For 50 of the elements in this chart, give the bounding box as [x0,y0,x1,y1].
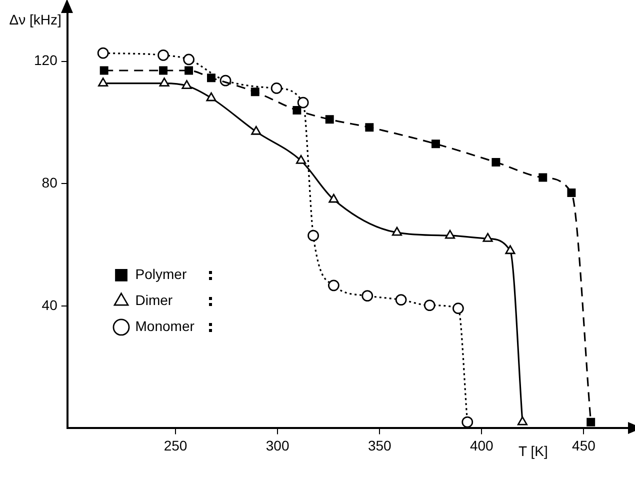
x-tick-label: 400 [470,437,494,454]
point [365,123,374,132]
point [395,294,407,306]
point [482,232,493,242]
point [586,418,596,426]
x-tick-label: 300 [266,437,290,454]
point [432,140,440,148]
y-axis-title: Δν [kHz] [9,11,62,28]
point [444,230,456,239]
point [492,158,500,166]
point [297,96,309,108]
point [325,115,334,124]
y-tick-label: 80 [42,174,58,190]
y-tick-label: 40 [42,296,58,313]
point [424,300,436,311]
point [505,245,516,254]
point [452,302,464,314]
point [362,290,374,302]
point [158,50,169,61]
point [159,66,168,75]
point [100,66,108,75]
point [292,106,302,114]
point [183,54,194,66]
point [328,194,339,203]
point [270,82,282,94]
x-tick-label: 250 [164,437,188,454]
point [159,78,170,87]
point [207,74,216,82]
point [97,47,109,59]
point [328,280,340,292]
point [182,80,192,89]
point [308,230,319,242]
point [462,416,474,428]
point [184,66,194,75]
legend-label: Monomer [135,318,195,334]
point [392,226,402,236]
x-axis-title: T [K] [518,443,548,460]
point [98,78,108,87]
point [567,188,576,198]
x-tick-label: 350 [368,437,392,454]
legend-label: Dimer [135,292,173,308]
point [538,173,548,182]
point [517,416,528,426]
point [296,154,306,164]
point [250,88,260,96]
point [251,126,262,135]
point [206,92,216,102]
y-tick-label: 120 [34,52,58,68]
legend-label: Polymer [135,266,187,282]
x-tick-label: 450 [572,437,596,454]
